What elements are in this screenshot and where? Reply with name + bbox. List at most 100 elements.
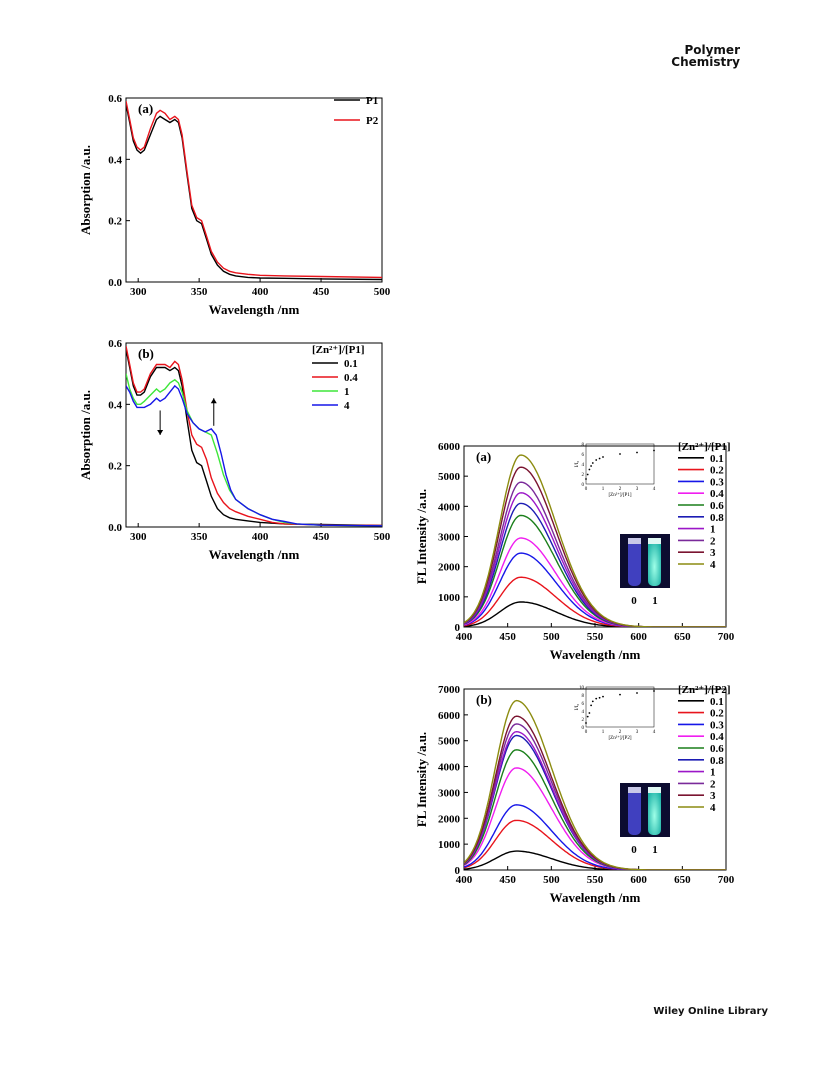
- inset-y-tick: 6: [582, 702, 585, 707]
- panel-label: (a): [476, 449, 491, 464]
- legend-label: 0.6: [710, 500, 724, 512]
- x-axis-label: Wavelength /nm: [209, 302, 300, 317]
- legend-label: 0.4: [344, 372, 358, 384]
- vial-photo-background: [620, 534, 670, 588]
- inset-y-tick: 6: [582, 453, 585, 458]
- legend-label: 4: [710, 802, 716, 814]
- legend-label: 2: [710, 535, 716, 547]
- series-group: [464, 699, 726, 870]
- x-tick-label: 400: [456, 874, 473, 886]
- series-line-3: [464, 715, 726, 870]
- series-line-0-4: [464, 537, 726, 627]
- series-line-2: [464, 481, 726, 627]
- legend-label: 1: [710, 524, 716, 536]
- inset-x-tick: 3: [636, 730, 639, 735]
- inset-point: [585, 478, 587, 480]
- x-tick-label: 400: [456, 631, 473, 643]
- y-tick-label: 6000: [438, 710, 461, 722]
- series-line-0-8: [464, 502, 726, 627]
- inset-y-tick: 8: [582, 694, 585, 699]
- inset-point: [598, 457, 601, 460]
- legend-label: 3: [710, 790, 716, 802]
- x-tick-label: 300: [130, 286, 147, 298]
- legend-label: 3: [710, 547, 716, 559]
- inset-frame: [585, 686, 655, 728]
- y-axis-label: Absorption /a.u.: [78, 390, 93, 480]
- legend-label: 0.4: [710, 488, 724, 500]
- inset-x-tick: 1: [602, 487, 605, 492]
- y-tick-label: 3000: [438, 787, 461, 799]
- y-tick-label: 2000: [438, 813, 461, 825]
- series-line-0-4: [464, 767, 726, 870]
- legend-label: 0.6: [710, 743, 724, 755]
- x-tick-label: 350: [191, 531, 208, 543]
- vial-label-0: 0: [631, 595, 637, 607]
- legend-title: [Zn²⁺]/[P1]: [678, 441, 731, 453]
- inset-x-tick: 1: [602, 730, 605, 735]
- legend-label: P1: [366, 95, 378, 107]
- legend-label: 0.1: [710, 696, 724, 708]
- y-tick-label: 0.2: [108, 461, 122, 473]
- inset-point: [619, 453, 621, 455]
- series-line-0-1: [464, 601, 726, 627]
- vial-label-1: 1: [652, 844, 658, 856]
- trend-arrow-head: [157, 430, 164, 435]
- legend-label: 0.3: [710, 476, 724, 488]
- inset-y-tick: 4: [582, 463, 585, 468]
- series-line-4: [464, 699, 726, 870]
- series-line-4: [464, 454, 726, 627]
- y-tick-label: 4000: [438, 501, 461, 513]
- x-tick-label: 700: [718, 631, 735, 643]
- legend-label: 4: [344, 400, 350, 412]
- panel-label: (b): [476, 692, 492, 707]
- inset-point: [602, 456, 604, 458]
- x-axis-label: Wavelength /nm: [550, 647, 641, 662]
- inset-point: [586, 715, 589, 718]
- vial-0-cap: [628, 787, 641, 793]
- y-tick-label: 7000: [438, 684, 461, 696]
- legend-label: 0.3: [710, 719, 724, 731]
- y-tick-label: 0: [455, 622, 461, 634]
- inset-point: [588, 468, 591, 471]
- vial-0: [628, 538, 641, 586]
- inset-point: [602, 695, 604, 698]
- footer-publisher: Wiley Online Library: [653, 1006, 768, 1017]
- y-axis-label: FL Intensity /a.u.: [414, 732, 429, 827]
- inset-x-tick: 0: [585, 487, 588, 492]
- panel-label: (a): [138, 101, 153, 116]
- y-tick-label: 3000: [438, 532, 461, 544]
- legend-title: [Zn²⁺]/[P1]: [312, 344, 365, 356]
- inset-point: [595, 459, 598, 461]
- inset-point: [598, 696, 601, 699]
- x-tick-label: 450: [313, 531, 330, 543]
- inset-point: [590, 465, 592, 467]
- vial-1: [648, 538, 661, 586]
- y-tick-label: 0.6: [108, 338, 122, 350]
- legend-label: 1: [710, 767, 716, 779]
- series-line-0-4: [126, 345, 382, 527]
- inset-x-tick: 2: [619, 730, 622, 735]
- inset-point: [588, 712, 591, 714]
- fluorescence-chart-a: 400 450 500 550 600 650 7000100020003000400050…: [414, 441, 735, 662]
- inset-y-label: I/I₀: [575, 704, 580, 711]
- x-tick-label: 550: [587, 874, 604, 886]
- legend-label: 0.1: [344, 358, 358, 370]
- y-axis-label: Absorption /a.u.: [78, 145, 93, 235]
- inset-point: [636, 692, 638, 694]
- inset-frame: [585, 443, 655, 485]
- x-tick-label: 500: [374, 286, 391, 298]
- series-line-1: [464, 730, 726, 870]
- vial-1: [648, 787, 661, 835]
- inset-x-label: [Zn²⁺]/[P2]: [608, 735, 631, 741]
- inset-point: [619, 693, 621, 696]
- series-group: [126, 100, 382, 281]
- vial-photo: [620, 534, 670, 588]
- inset-point: [636, 451, 638, 454]
- series-line-0-6: [464, 514, 726, 627]
- journal-name: Polymer Chemistry: [671, 44, 740, 68]
- x-tick-label: 600: [630, 631, 647, 643]
- y-tick-label: 2000: [438, 562, 461, 574]
- series-line-0-1: [464, 850, 726, 870]
- series-line-P2: [126, 100, 382, 279]
- y-tick-label: 0.2: [108, 216, 122, 228]
